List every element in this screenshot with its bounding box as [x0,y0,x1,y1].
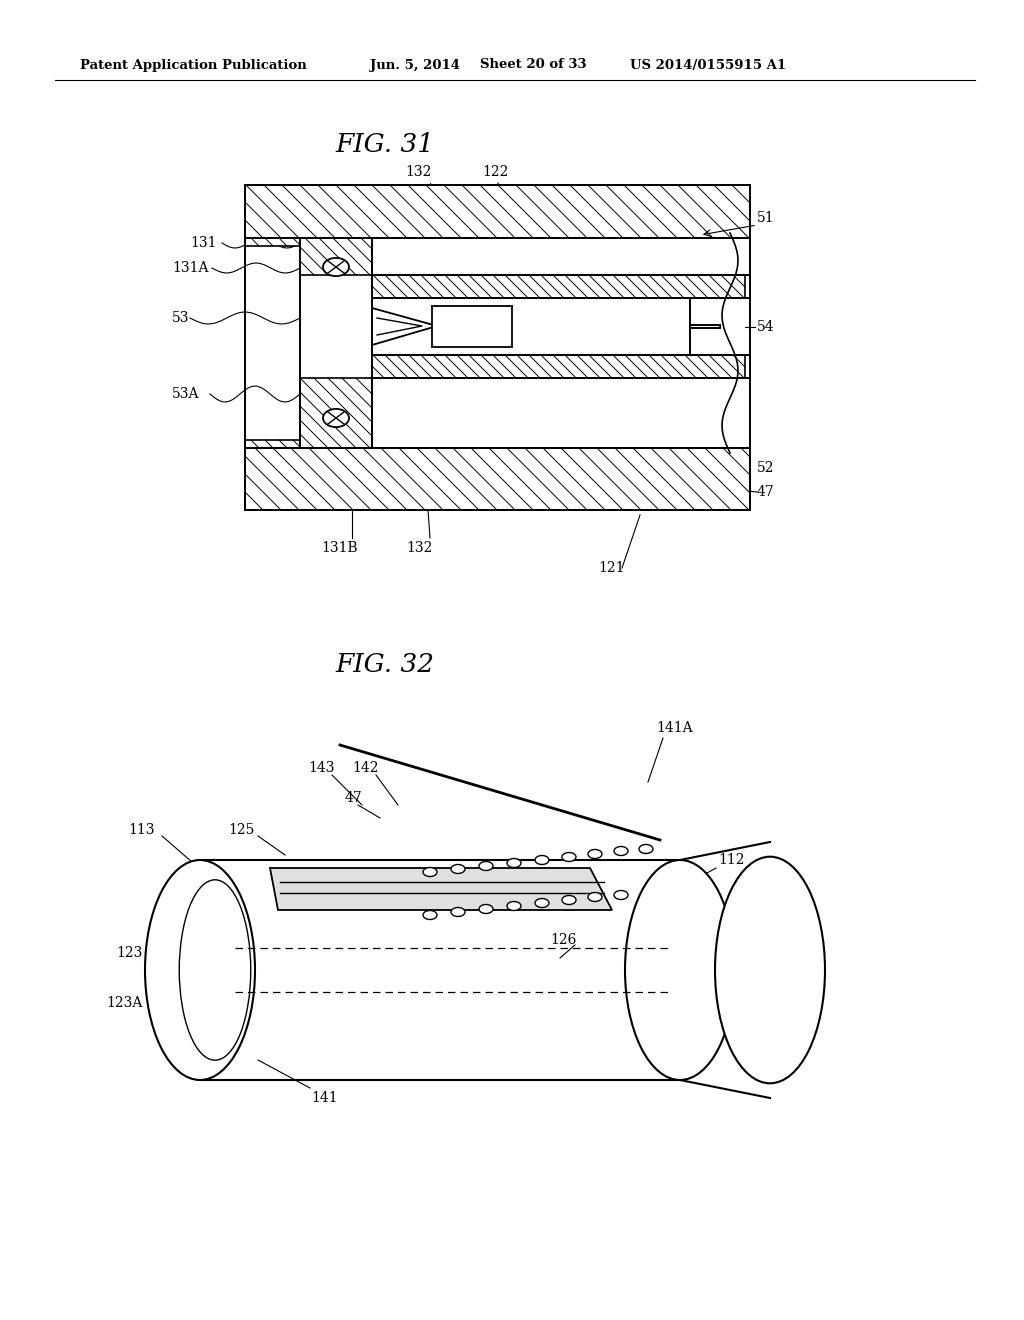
Text: 141A: 141A [656,721,692,735]
Text: US 2014/0155915 A1: US 2014/0155915 A1 [630,58,786,71]
Text: 47: 47 [757,484,775,499]
Text: 142: 142 [352,762,379,775]
Ellipse shape [535,899,549,908]
Text: Patent Application Publication: Patent Application Publication [80,58,307,71]
Ellipse shape [451,908,465,916]
Ellipse shape [614,891,628,899]
Bar [300,238,372,275]
Bar [245,185,750,238]
Bar [432,306,512,347]
Ellipse shape [535,855,549,865]
Text: 113: 113 [128,822,155,837]
Text: Jun. 5, 2014: Jun. 5, 2014 [370,58,460,71]
Text: 53A: 53A [172,387,200,401]
Text: 121: 121 [598,561,625,576]
Ellipse shape [423,867,437,876]
Ellipse shape [639,845,653,854]
Bar [245,238,300,246]
Text: 122: 122 [163,890,189,904]
Text: 132: 132 [407,541,433,554]
Text: 125: 125 [228,822,254,837]
Text: 54: 54 [757,319,774,334]
Polygon shape [270,869,612,909]
Ellipse shape [715,857,825,1084]
Text: 123: 123 [116,946,142,960]
Text: 53: 53 [172,312,189,325]
Text: Sheet 20 of 33: Sheet 20 of 33 [480,58,587,71]
Text: 126: 126 [550,933,577,946]
Text: 122: 122 [482,165,508,180]
Text: 121: 121 [698,896,725,909]
Ellipse shape [507,902,521,911]
Bar [300,378,372,447]
Bar [372,355,745,378]
Ellipse shape [423,911,437,920]
Ellipse shape [479,904,493,913]
Text: 123A: 123A [106,997,142,1010]
Ellipse shape [451,865,465,874]
Ellipse shape [323,409,349,428]
Ellipse shape [588,892,602,902]
Bar [372,275,745,298]
Text: 52: 52 [757,461,774,475]
Text: 143: 143 [308,762,335,775]
Bar [245,447,750,510]
Ellipse shape [562,895,575,904]
Ellipse shape [145,861,255,1080]
Text: FIG. 31: FIG. 31 [335,132,434,157]
Text: 131B: 131B [322,541,358,554]
Ellipse shape [588,850,602,858]
Ellipse shape [562,853,575,862]
Ellipse shape [323,257,349,276]
Bar [372,298,750,355]
Text: 131A: 131A [172,261,209,275]
Bar [245,440,300,447]
Ellipse shape [507,858,521,867]
Ellipse shape [625,861,735,1080]
Text: 132: 132 [406,165,431,180]
Text: 141: 141 [311,1092,338,1105]
Ellipse shape [614,846,628,855]
Text: 131: 131 [190,236,216,249]
Text: FIG. 32: FIG. 32 [335,652,434,677]
Text: 47: 47 [345,791,362,805]
Ellipse shape [479,862,493,870]
Text: 112: 112 [718,853,744,867]
Text: 51: 51 [757,211,774,224]
